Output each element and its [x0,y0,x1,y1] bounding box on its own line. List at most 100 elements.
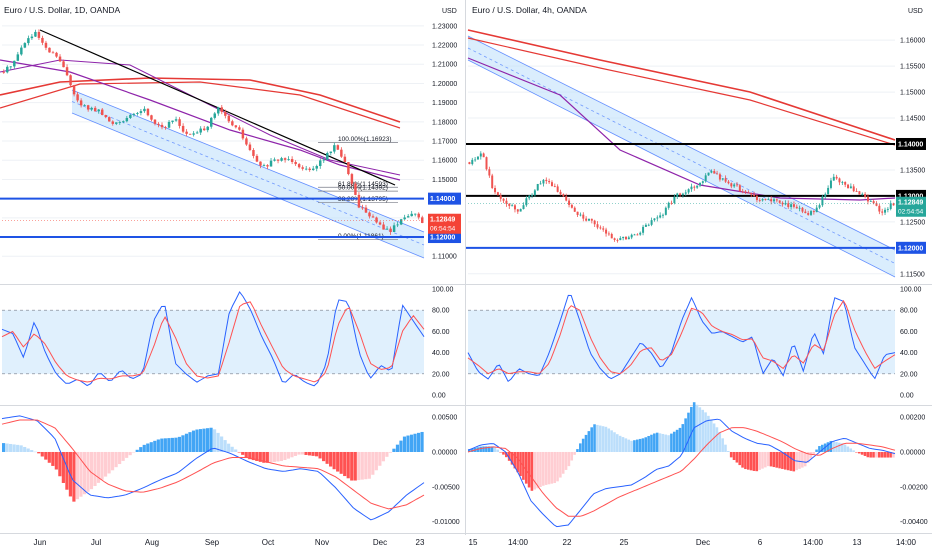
macd-histogram-bar [513,451,517,469]
macd-histogram-bar [202,428,206,452]
macd-axis-label: -0.00500 [432,484,460,491]
stochastic-d-line [1,301,425,383]
macd-histogram-bar [670,433,673,452]
macd-histogram-bar [872,451,875,458]
daily-chart-panel[interactable]: 1.23000 1.22000 1.21000 1.20000 1.19000 1.180… [0,23,461,547]
candle-body [269,160,273,167]
candle-body [48,47,51,53]
candle-body [835,176,838,179]
macd-histogram-bar [9,443,13,452]
candle-body [858,191,861,195]
moving-average-red [0,77,401,123]
macd-histogram-bar [44,451,48,460]
macd-histogram-bar [230,446,234,452]
macd-histogram-bar [251,451,255,461]
candle-body [224,111,227,116]
macd-histogram-bar [516,451,519,473]
macd-histogram-bar [544,451,548,485]
stochastic-axis-label: 20.00 [900,371,918,378]
candle-body [347,162,350,175]
candle-body [522,205,525,210]
macd-histogram-bar [118,451,122,465]
four-hour-chart-panel[interactable]: 1.16000 1.15500 1.15000 1.14500 1.14000 1.135… [466,29,928,547]
macd-histogram-bar [258,451,262,462]
macd-histogram-bar [627,439,630,452]
time-axis-label: 22 [563,538,572,547]
price-axis-label: 1.20000 [432,81,457,88]
candle-body [624,236,627,240]
macd-histogram-bar [593,424,596,452]
candle-body [30,36,34,39]
candle-body [471,159,474,165]
time-axis-label: 23 [416,538,425,547]
candle-body [505,200,508,204]
macd-histogram-bar [519,451,522,477]
candle-body [829,180,832,188]
macd-histogram-bar [598,425,602,452]
level-tag-label: 1.12000 [430,235,455,242]
candle-body [730,183,733,187]
candle-body [869,201,872,202]
candle-body [755,195,758,201]
macd-histogram-bar [547,451,551,485]
price-axis-label: 1.22000 [432,43,457,50]
macd-histogram-bar [590,427,593,452]
macd-histogram-bar [72,451,76,502]
candle-body [315,166,318,169]
macd-histogram-bar [869,451,872,458]
macd-histogram-bar [892,451,895,458]
candle-body [713,171,716,174]
time-axis-label: 14:00 [508,538,529,547]
macd-axis-label: -0.00400 [900,519,928,526]
macd-histogram-bar [607,428,611,452]
macd-histogram-bar [184,433,189,452]
macd-histogram-bar [724,444,727,452]
macd-histogram-bar [392,448,396,452]
macd-histogram-bar [781,451,784,469]
candle-body [294,161,297,165]
candle-body [287,159,290,160]
candle-body [576,211,579,215]
macd-histogram-bar [307,451,312,456]
macd-histogram-bar [142,444,146,452]
macd-line [467,418,896,528]
macd-histogram-bar [570,451,574,461]
candle-body [616,239,619,241]
candle-body [304,168,308,170]
price-axis-label: 1.15000 [432,177,457,184]
macd-histogram-bar [19,445,23,452]
candle-body [815,207,818,213]
candle-body [790,204,793,208]
regression-channel [468,36,895,277]
candle-body [881,211,884,213]
macd-histogram-bar [350,451,354,481]
macd-histogram-bar [581,438,585,452]
macd-histogram-bar [177,436,181,452]
candle-body [37,31,41,38]
candle-body [630,234,633,238]
macd-histogram-bar [567,451,571,467]
price-axis-label: 1.16000 [900,38,925,45]
candle-body [234,125,238,128]
macd-histogram-bar [205,428,210,452]
macd-histogram-bar [846,446,850,452]
macd-histogram-bar [364,451,368,480]
stochastic-axis-label: 20.00 [432,371,450,378]
macd-histogram-bar [550,451,554,484]
candle-body [241,129,245,139]
candle-body [536,184,539,191]
macd-histogram-bar [61,451,65,483]
candle-body [747,192,750,194]
macd-histogram-bar [587,431,591,452]
macd-histogram-bar [838,442,841,452]
macd-histogram-bar [125,451,129,458]
candle-body [773,199,776,202]
candle-body [326,153,329,160]
time-axis-label: Oct [262,538,275,547]
price-axis-label: 1.11000 [432,254,457,261]
macd-histogram-bar [93,451,97,487]
macd-histogram-bar [507,451,511,461]
macd-histogram-bar [695,404,699,452]
macd-histogram-bar [584,434,588,452]
stochastic-axis-label: 80.00 [432,308,450,315]
